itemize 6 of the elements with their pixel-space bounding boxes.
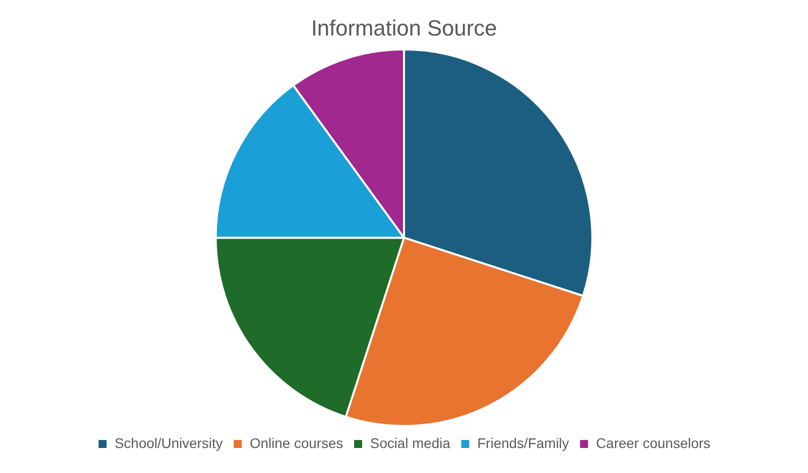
legend-label: School/University (114, 434, 223, 451)
legend-label: Career counselors (596, 434, 710, 451)
legend-label: Online courses (250, 434, 344, 451)
chart-title: Information Source (311, 15, 497, 40)
legend-label: Friends/Family (477, 434, 570, 451)
legend-label: Social media (370, 434, 450, 451)
